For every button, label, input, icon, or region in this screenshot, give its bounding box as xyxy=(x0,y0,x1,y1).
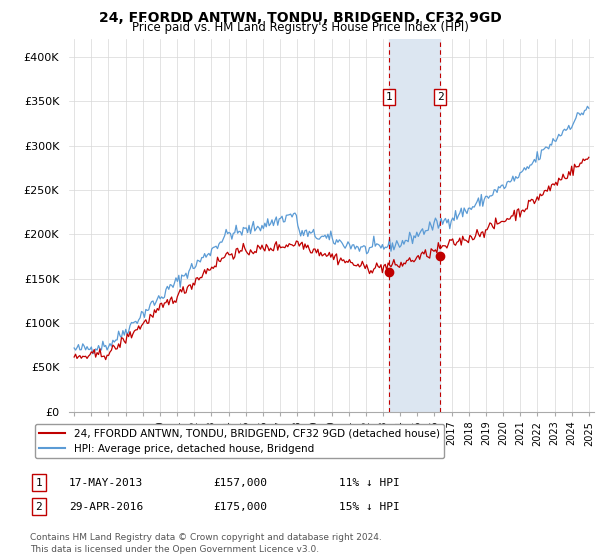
Text: 15% ↓ HPI: 15% ↓ HPI xyxy=(339,502,400,512)
Text: £157,000: £157,000 xyxy=(213,478,267,488)
Text: £175,000: £175,000 xyxy=(213,502,267,512)
Text: 17-MAY-2013: 17-MAY-2013 xyxy=(69,478,143,488)
Text: 2: 2 xyxy=(437,92,443,102)
Text: 24, FFORDD ANTWN, TONDU, BRIDGEND, CF32 9GD: 24, FFORDD ANTWN, TONDU, BRIDGEND, CF32 … xyxy=(98,11,502,25)
Text: 29-APR-2016: 29-APR-2016 xyxy=(69,502,143,512)
Text: 2: 2 xyxy=(35,502,43,512)
Text: 11% ↓ HPI: 11% ↓ HPI xyxy=(339,478,400,488)
Text: 1: 1 xyxy=(386,92,392,102)
Text: This data is licensed under the Open Government Licence v3.0.: This data is licensed under the Open Gov… xyxy=(30,545,319,554)
Bar xyxy=(389,39,440,412)
Text: Price paid vs. HM Land Registry's House Price Index (HPI): Price paid vs. HM Land Registry's House … xyxy=(131,21,469,34)
Text: 1: 1 xyxy=(35,478,43,488)
Text: Contains HM Land Registry data © Crown copyright and database right 2024.: Contains HM Land Registry data © Crown c… xyxy=(30,533,382,542)
Legend: 24, FFORDD ANTWN, TONDU, BRIDGEND, CF32 9GD (detached house), HPI: Average price: 24, FFORDD ANTWN, TONDU, BRIDGEND, CF32 … xyxy=(35,424,444,458)
